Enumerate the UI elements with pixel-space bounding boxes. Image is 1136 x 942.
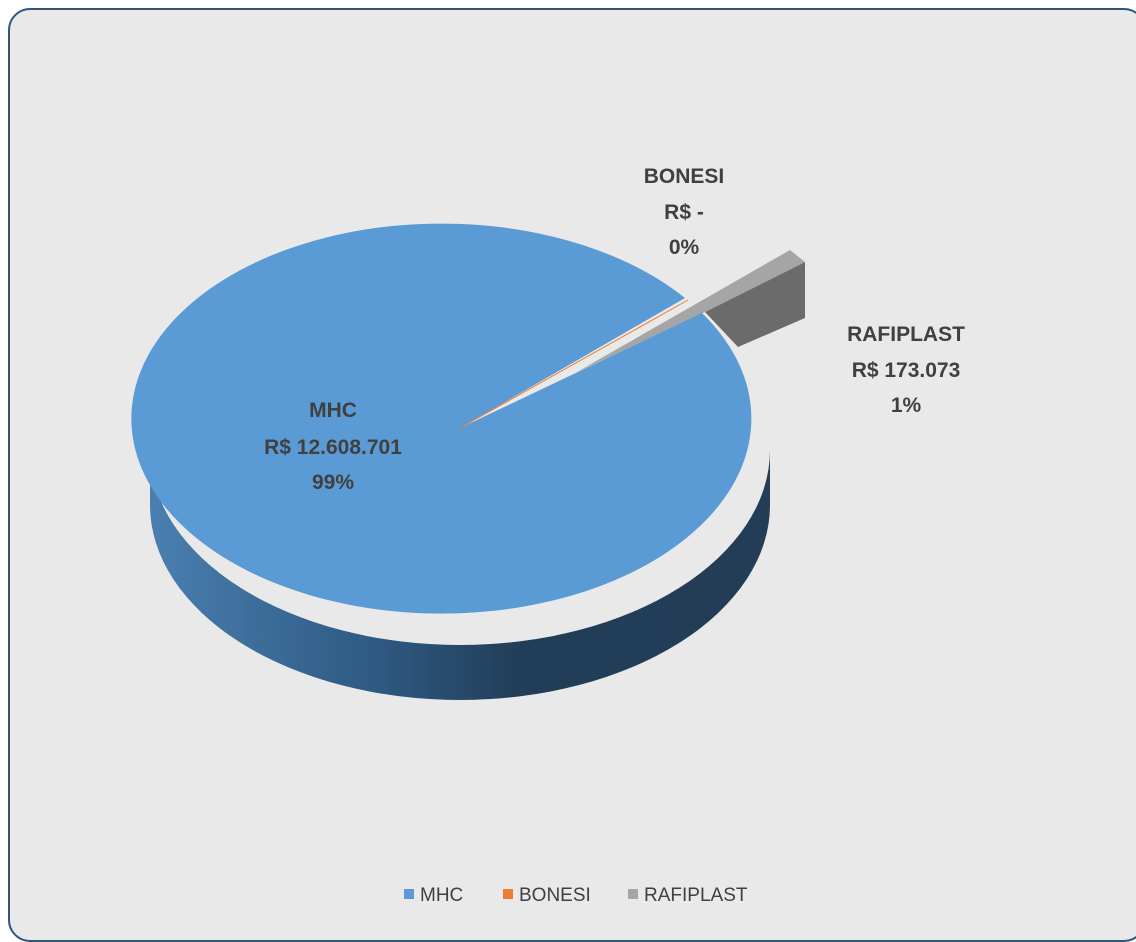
pie-slice-mhc-side [150, 450, 770, 700]
pie-slice-bonesi [459, 299, 689, 429]
data-label-bonesi: BONESI R$ - 0% [644, 165, 725, 259]
data-label-mhc-percent: 99% [312, 471, 354, 494]
legend-swatch-mhc [404, 889, 414, 899]
data-label-mhc: MHC R$ 12.608.701 99% [264, 399, 402, 494]
pie-slice-rafiplast [577, 250, 805, 372]
legend-swatch-bonesi [503, 889, 513, 899]
legend-label-mhc: MHC [420, 885, 463, 906]
pie-slice-mhc [131, 223, 752, 614]
legend-item-bonesi: BONESI [503, 885, 591, 906]
legend-item-mhc: MHC [404, 885, 463, 906]
data-label-rafiplast-percent: 1% [891, 394, 922, 417]
legend-label-rafiplast: RAFIPLAST [644, 885, 748, 906]
data-label-bonesi-category: BONESI [644, 165, 725, 188]
data-label-rafiplast-category: RAFIPLAST [847, 323, 965, 346]
data-label-rafiplast-value: R$ 173.073 [852, 359, 961, 382]
data-label-mhc-category: MHC [309, 399, 357, 422]
data-label-rafiplast: RAFIPLAST R$ 173.073 1% [847, 323, 965, 417]
pie-slice-rafiplast-side [705, 262, 805, 347]
data-label-bonesi-percent: 0% [669, 236, 700, 259]
data-label-mhc-value: R$ 12.608.701 [264, 436, 402, 459]
legend-label-bonesi: BONESI [519, 885, 591, 906]
data-label-bonesi-value: R$ - [664, 201, 704, 224]
legend: MHC BONESI RAFIPLAST [404, 885, 748, 906]
legend-item-rafiplast: RAFIPLAST [628, 885, 748, 906]
legend-swatch-rafiplast [628, 889, 638, 899]
